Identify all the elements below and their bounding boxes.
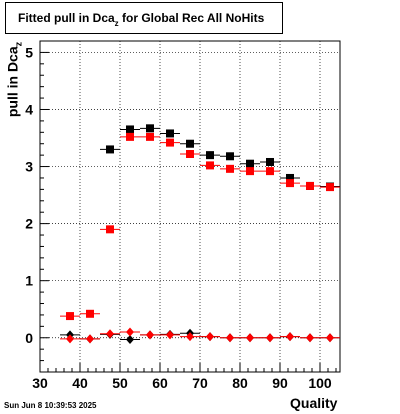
- data-point-square: [266, 167, 274, 176]
- data-point-diamond: [306, 333, 314, 343]
- data-point-diamond: [266, 333, 274, 343]
- x-tick-label: 50: [112, 375, 128, 391]
- data-point-square: [206, 161, 214, 170]
- y-tick-label: 2: [25, 216, 33, 232]
- data-point-square: [326, 183, 334, 192]
- x-tick-label: 100: [308, 375, 332, 391]
- data-point-square: [186, 149, 194, 158]
- x-tick-label: 90: [272, 375, 288, 391]
- title-sub: z: [114, 19, 119, 28]
- data-marks: [60, 124, 340, 344]
- x-tick-label: 70: [192, 375, 208, 391]
- plot-frame: [39, 40, 341, 373]
- x-axis-label: Quality: [290, 395, 338, 411]
- data-point-diamond: [326, 333, 334, 343]
- title-main: Fitted pull in Dca: [18, 11, 115, 25]
- y-axis-label-main: pull in Dca: [4, 46, 21, 118]
- x-tick-label: 30: [32, 375, 48, 391]
- data-point-diamond: [126, 327, 134, 337]
- data-point-square: [206, 151, 214, 160]
- data-point-square: [166, 129, 174, 138]
- data-point-square: [106, 145, 114, 154]
- data-point-square: [266, 157, 274, 166]
- y-tick-label: 0: [25, 330, 33, 346]
- data-point-square: [146, 124, 154, 133]
- data-point-diamond: [286, 332, 294, 342]
- data-point-square: [306, 181, 314, 190]
- data-point-diamond: [186, 332, 194, 342]
- data-point-square: [126, 125, 134, 134]
- timestamp: Sun Jun 8 10:39:53 2025: [4, 401, 97, 410]
- title-rest: for Global Rec All NoHits: [118, 11, 265, 25]
- data-point-square: [186, 139, 194, 148]
- y-tick-label: 3: [25, 159, 33, 175]
- data-point-diamond: [106, 329, 114, 339]
- data-point-square: [146, 132, 154, 141]
- data-point-diamond: [126, 334, 134, 344]
- data-point-diamond: [66, 334, 74, 344]
- data-point-diamond: [246, 333, 254, 343]
- y-tick-label: 4: [25, 101, 33, 117]
- data-point-square: [286, 179, 294, 188]
- data-point-square: [86, 309, 94, 318]
- y-axis-label: pull in Dcaz: [5, 32, 24, 128]
- x-tick-label: 60: [152, 375, 168, 391]
- data-point-square: [166, 138, 174, 147]
- grid: [40, 41, 340, 372]
- data-point-square: [126, 132, 134, 141]
- data-point-square: [286, 173, 294, 182]
- data-point-diamond: [226, 333, 234, 343]
- data-point-square: [66, 312, 74, 321]
- data-point-diamond: [86, 334, 94, 344]
- data-point-square: [106, 225, 114, 234]
- data-point-square: [226, 152, 234, 161]
- data-point-square: [226, 164, 234, 173]
- chart-title: Fitted pull in Dcaz for Global Rec All N…: [5, 2, 283, 34]
- x-tick-label: 40: [72, 375, 88, 391]
- data-point-diamond: [206, 332, 214, 342]
- data-point-square: [246, 167, 254, 176]
- x-tick-label: 80: [232, 375, 248, 391]
- data-point-diamond: [146, 330, 154, 340]
- axes: 30 40 50 60 70 80 90 100 0 1 2 3 4 5: [25, 40, 341, 391]
- data-point-diamond: [166, 330, 174, 340]
- data-point-square: [246, 159, 254, 168]
- y-tick-label: 1: [25, 273, 33, 289]
- y-axis-label-sub: z: [13, 41, 24, 47]
- y-tick-label: 5: [25, 44, 33, 60]
